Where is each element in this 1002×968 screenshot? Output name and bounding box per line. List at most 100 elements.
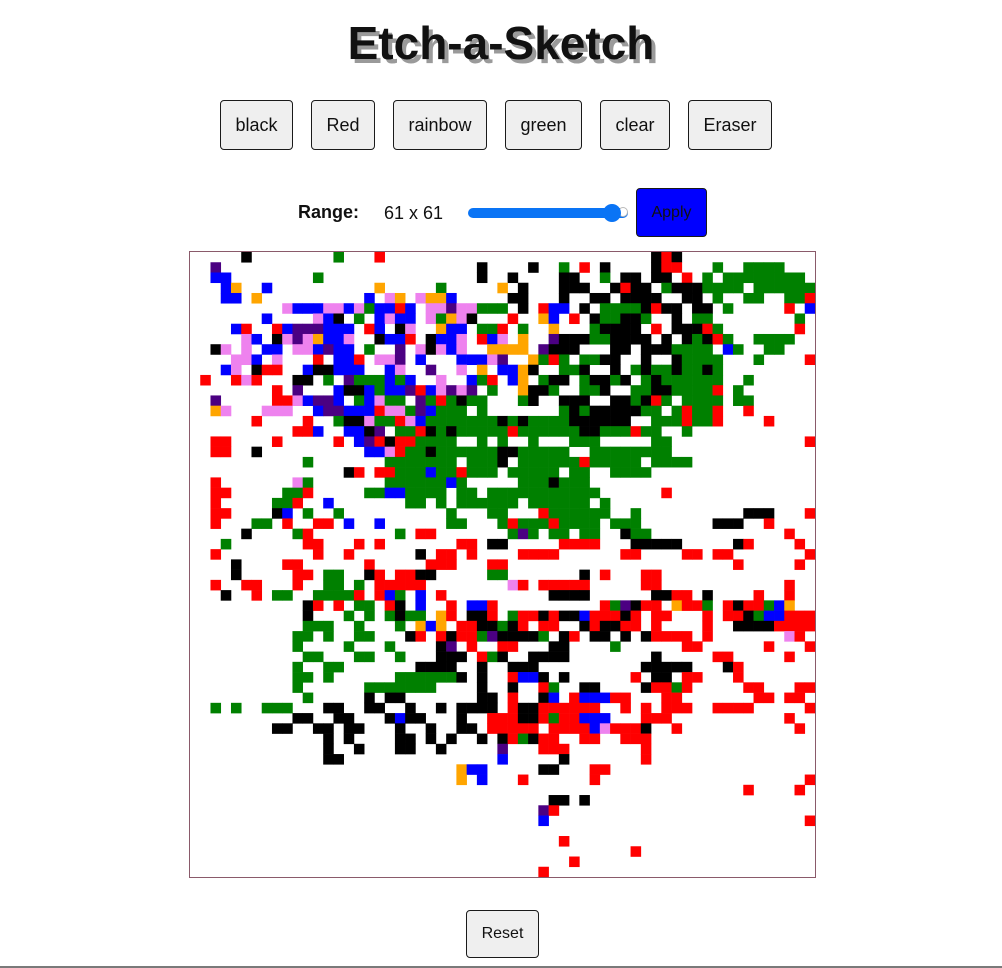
grid-cell-indigo[interactable] (364, 436, 375, 447)
grid-cell-indigo[interactable] (292, 385, 304, 396)
grid-cell-blue[interactable] (548, 313, 560, 325)
grid-cell-green[interactable] (538, 354, 549, 366)
grid-cell-green[interactable] (507, 497, 519, 509)
grid-cell-black[interactable] (476, 692, 488, 704)
grid-cell-blue[interactable] (466, 374, 478, 386)
grid-cell-black[interactable] (620, 415, 631, 427)
grid-cell-red[interactable] (722, 610, 734, 622)
grid-cell-red[interactable] (456, 620, 467, 632)
grid-cell-green[interactable] (681, 364, 693, 376)
grid-cell-blue[interactable] (364, 385, 375, 396)
grid-cell-blue[interactable] (446, 477, 457, 488)
grid-cell-green[interactable] (599, 313, 611, 325)
grid-cell-red[interactable] (722, 549, 734, 560)
grid-cell-blue[interactable] (220, 364, 232, 376)
grid-cell-red[interactable] (743, 702, 754, 714)
grid-cell-orange[interactable] (517, 364, 529, 376)
grid-cell-indigo[interactable] (538, 805, 549, 816)
grid-cell-red[interactable] (784, 579, 795, 591)
grid-cell-black[interactable] (569, 415, 580, 427)
grid-cell-black[interactable] (476, 661, 488, 673)
grid-cell-green[interactable] (753, 282, 765, 294)
grid-cell-blue[interactable] (528, 672, 539, 683)
grid-cell-red[interactable] (476, 333, 488, 345)
grid-cell-green[interactable] (446, 467, 457, 478)
slider-thumb[interactable] (603, 204, 621, 222)
grid-cell-red[interactable] (312, 600, 324, 611)
grid-cell-green[interactable] (302, 651, 314, 663)
grid-cell-green[interactable] (620, 303, 631, 314)
grid-cell-black[interactable] (620, 395, 631, 406)
grid-cell-black[interactable] (538, 764, 549, 775)
grid-cell-blue[interactable] (405, 313, 416, 325)
grid-cell-black[interactable] (753, 508, 765, 519)
grid-cell-black[interactable] (353, 743, 365, 755)
grid-cell-red[interactable] (640, 743, 652, 755)
grid-cell-green[interactable] (353, 579, 365, 591)
grid-cell-red[interactable] (292, 426, 304, 437)
grid-cell-violet[interactable] (282, 303, 293, 314)
grid-cell-red[interactable] (692, 600, 703, 611)
grid-cell-red[interactable] (804, 620, 815, 632)
grid-cell-green[interactable] (435, 426, 447, 437)
grid-cell-green[interactable] (497, 620, 508, 632)
grid-cell-green[interactable] (558, 456, 570, 468)
grid-cell-green[interactable] (661, 374, 672, 386)
grid-cell-green[interactable] (435, 313, 447, 325)
grid-cell-orange[interactable] (210, 405, 222, 417)
grid-cell-blue[interactable] (415, 600, 426, 611)
grid-cell-black[interactable] (763, 620, 775, 632)
grid-cell-green[interactable] (384, 477, 396, 488)
grid-cell-blue[interactable] (333, 333, 344, 345)
grid-cell-red[interactable] (271, 385, 283, 396)
grid-cell-green[interactable] (446, 456, 457, 468)
grid-cell-green[interactable] (487, 467, 498, 478)
grid-cell-black[interactable] (271, 508, 283, 519)
grid-cell-red[interactable] (374, 569, 385, 581)
grid-cell-green[interactable] (579, 497, 590, 509)
grid-cell-red[interactable] (630, 549, 642, 560)
grid-cell-green[interactable] (794, 282, 806, 294)
grid-cell-green[interactable] (558, 364, 570, 376)
grid-cell-black[interactable] (548, 764, 560, 775)
grid-cell-red[interactable] (548, 549, 560, 560)
grid-cell-green[interactable] (661, 395, 672, 406)
grid-cell-black[interactable] (476, 733, 488, 745)
grid-cell-violet[interactable] (241, 374, 252, 386)
grid-cell-blue[interactable] (323, 333, 334, 345)
grid-cell-black[interactable] (476, 682, 488, 693)
grid-cell-black[interactable] (333, 754, 344, 765)
grid-cell-red[interactable] (487, 374, 498, 386)
grid-cell-blue[interactable] (476, 354, 488, 366)
grid-cell-red[interactable] (681, 549, 693, 560)
grid-cell-orange[interactable] (528, 354, 539, 366)
grid-cell-green[interactable] (415, 446, 426, 458)
grid-cell-green[interactable] (579, 436, 590, 447)
grid-cell-black[interactable] (599, 292, 611, 304)
grid-cell-black[interactable] (405, 733, 416, 745)
grid-cell-black[interactable] (569, 282, 580, 294)
grid-cell-red[interactable] (569, 579, 580, 591)
grid-cell-black[interactable] (425, 723, 437, 734)
grid-cell-green[interactable] (692, 313, 703, 325)
grid-cell-red[interactable] (804, 641, 815, 652)
grid-cell-black[interactable] (620, 610, 631, 622)
grid-cell-green[interactable] (692, 395, 703, 406)
grid-cell-blue[interactable] (425, 620, 437, 632)
grid-cell-green[interactable] (579, 405, 590, 417)
grid-cell-black[interactable] (456, 713, 467, 724)
grid-cell-violet[interactable] (487, 354, 498, 366)
grid-cell-green[interactable] (763, 600, 775, 611)
grid-cell-black[interactable] (487, 692, 498, 704)
grid-cell-red[interactable] (241, 323, 252, 335)
grid-cell-red[interactable] (507, 702, 519, 714)
grid-cell-black[interactable] (456, 672, 467, 683)
grid-cell-green[interactable] (487, 446, 498, 458)
grid-cell-red[interactable] (589, 733, 601, 745)
grid-cell-blue[interactable] (333, 323, 344, 335)
grid-cell-green[interactable] (774, 344, 785, 355)
grid-cell-green[interactable] (517, 323, 529, 335)
grid-cell-green[interactable] (415, 436, 426, 447)
grid-cell-black[interactable] (661, 538, 672, 550)
grid-cell-green[interactable] (394, 374, 406, 386)
